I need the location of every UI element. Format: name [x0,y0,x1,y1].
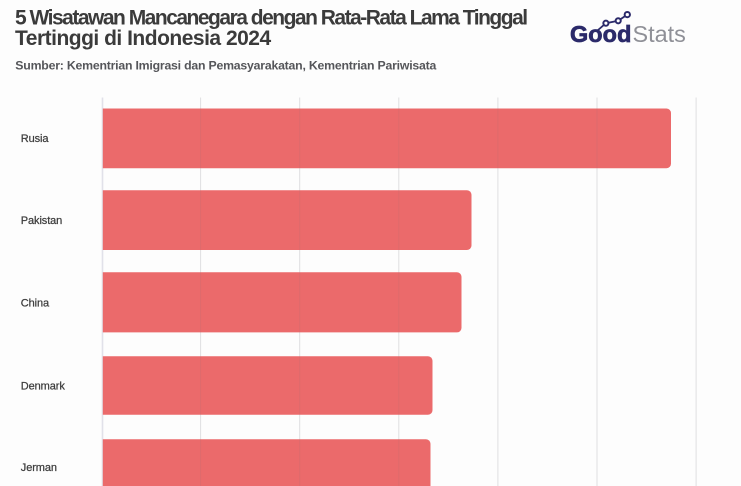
svg-text:5 Wisatawan Mancanegara dengan: 5 Wisatawan Mancanegara dengan Rata-Rata… [15,7,527,30]
svg-text:Sumber: Kementrian Imigrasi da: Sumber: Kementrian Imigrasi dan Pemasyar… [15,58,436,72]
svg-text:Stats: Stats [633,21,686,47]
svg-text:Pakistan: Pakistan [21,215,62,227]
svg-text:Rusia: Rusia [21,133,50,145]
svg-text:Denmark: Denmark [21,380,66,392]
svg-text:China: China [21,297,50,309]
svg-text:Jerman: Jerman [21,462,57,474]
svg-text:Tertinggi di Indonesia 2024: Tertinggi di Indonesia 2024 [15,27,271,50]
svg-text:Good: Good [570,21,631,47]
